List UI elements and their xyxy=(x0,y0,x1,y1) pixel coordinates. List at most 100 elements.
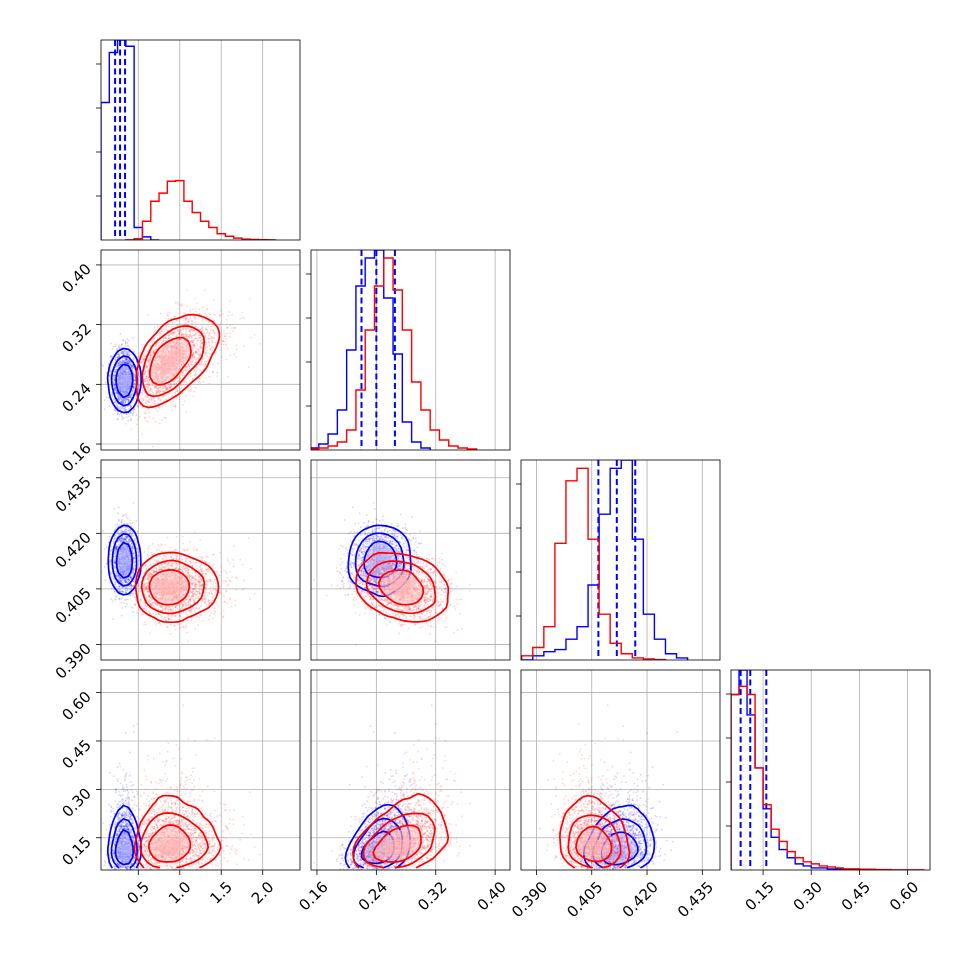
scatter-point xyxy=(247,366,250,369)
scatter-point xyxy=(121,529,123,532)
scatter-point xyxy=(172,331,175,334)
scatter-point xyxy=(184,318,187,321)
scatter-point xyxy=(152,445,154,448)
scatter-point xyxy=(133,379,136,382)
histogram-series-2 xyxy=(521,467,667,660)
scatter-point xyxy=(134,367,137,370)
scatter-point xyxy=(118,344,121,347)
scatter-point xyxy=(203,357,206,360)
scatter-point xyxy=(185,365,187,368)
scatter-point xyxy=(118,363,121,365)
scatter-point xyxy=(204,351,207,354)
scatter-point xyxy=(132,389,135,391)
scatter-point xyxy=(204,363,207,366)
scatter-point xyxy=(117,356,119,358)
scatter-point xyxy=(123,360,126,363)
scatter-point xyxy=(195,361,198,363)
scatter-point xyxy=(137,559,140,562)
scatter-point xyxy=(203,289,206,292)
scatter-point xyxy=(176,323,179,326)
scatter-point xyxy=(113,589,115,591)
scatter-point xyxy=(190,356,193,359)
scatter-point xyxy=(122,359,124,362)
scatter-point xyxy=(163,416,166,419)
density-cell xyxy=(165,340,172,346)
scatter-point xyxy=(115,409,118,412)
scatter-point xyxy=(112,376,115,379)
scatter-point xyxy=(117,413,119,415)
scatter-point xyxy=(200,363,203,365)
scatter-point xyxy=(123,361,125,364)
scatter-point xyxy=(124,350,126,352)
scatter-point xyxy=(116,417,119,420)
scatter-point xyxy=(183,367,186,369)
scatter-point xyxy=(116,540,119,543)
scatter-point xyxy=(115,355,118,358)
density-cell xyxy=(120,365,127,371)
scatter-point xyxy=(120,361,122,364)
scatter-point xyxy=(158,406,161,409)
scatter-point xyxy=(113,384,116,386)
scatter-point xyxy=(119,538,121,541)
scatter-point xyxy=(110,370,112,373)
panel-frame xyxy=(100,39,301,241)
scatter-point xyxy=(158,344,161,347)
scatter-point xyxy=(177,391,180,393)
scatter-point xyxy=(205,328,207,331)
scatter-point xyxy=(149,356,151,359)
scatter-point xyxy=(145,354,147,357)
scatter-point xyxy=(216,371,219,374)
scatter-point xyxy=(124,408,127,411)
scatter-point xyxy=(124,361,127,363)
scatter-point xyxy=(210,335,213,338)
scatter-point xyxy=(127,579,130,582)
scatter-point xyxy=(155,386,157,388)
density-cell xyxy=(115,385,122,391)
scatter-point xyxy=(141,433,144,436)
density-cell xyxy=(150,365,157,371)
scatter-point xyxy=(177,329,179,331)
scatter-point xyxy=(158,391,161,394)
scatter-point xyxy=(109,559,112,561)
scatter-point xyxy=(121,352,123,355)
scatter-point xyxy=(119,532,122,535)
scatter-point xyxy=(136,404,138,407)
scatter-point xyxy=(186,377,189,380)
scatter-point xyxy=(127,396,130,399)
scatter-point xyxy=(217,324,220,326)
scatter-point xyxy=(122,360,125,362)
scatter-point xyxy=(147,381,150,384)
scatter-point xyxy=(131,365,134,368)
scatter-point xyxy=(205,360,208,362)
scatter-point xyxy=(124,401,127,403)
scatter-point xyxy=(122,581,124,584)
scatter-point xyxy=(127,415,130,418)
scatter-point xyxy=(134,375,136,378)
scatter-point xyxy=(133,383,136,385)
scatter-point xyxy=(193,368,196,371)
scatter-point xyxy=(208,321,211,323)
scatter-point xyxy=(124,341,127,344)
scatter-point xyxy=(171,385,174,388)
scatter-point xyxy=(132,592,135,595)
scatter-point xyxy=(127,529,129,532)
scatter-point xyxy=(134,371,136,373)
scatter-point xyxy=(175,335,178,338)
scatter-point xyxy=(181,371,184,374)
scatter-point xyxy=(171,334,174,336)
x-tick-label: 0.15 xyxy=(741,878,777,914)
scatter-point xyxy=(188,334,191,336)
scatter-point xyxy=(124,581,127,583)
scatter-point xyxy=(159,390,162,393)
scatter-point xyxy=(125,580,127,582)
scatter-point xyxy=(120,350,123,353)
scatter-point xyxy=(193,355,195,357)
scatter-point xyxy=(207,352,210,355)
scatter-point xyxy=(214,343,217,346)
scatter-point xyxy=(128,395,131,398)
scatter-point xyxy=(133,358,135,360)
scatter-point xyxy=(192,353,194,356)
scatter-point xyxy=(194,350,197,353)
density-cell xyxy=(150,360,157,366)
scatter-point xyxy=(194,317,197,319)
